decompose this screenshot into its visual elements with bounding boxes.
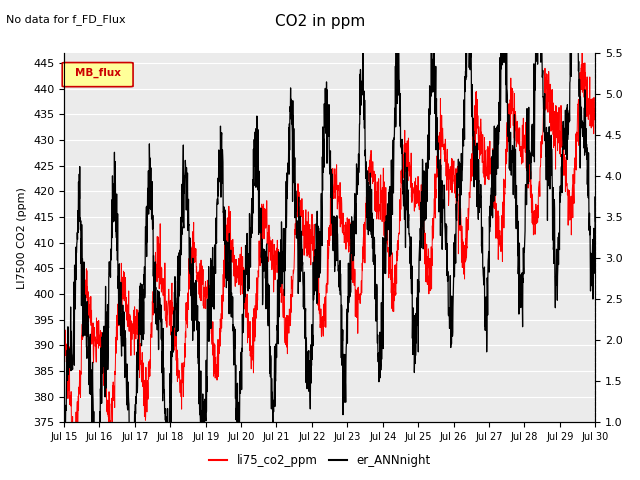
li75_co2_ppm (518, 140, 526, 146)
Line: er_ANNnight: er_ANNnight (64, 0, 630, 480)
Legend: li75_co2_ppm, er_ANNnight: li75_co2_ppm, er_ANNnight (205, 449, 435, 472)
li75_co2_ppm (60, 353, 68, 359)
Line: li75_co2_ppm: li75_co2_ppm (64, 37, 630, 462)
li75_co2_ppm (381, 238, 389, 244)
FancyBboxPatch shape (62, 62, 133, 87)
li75_co2_ppm (70, 459, 77, 465)
li75_co2_ppm (616, 34, 623, 40)
li75_co2_ppm (550, 125, 558, 131)
li75_co2_ppm (627, 84, 634, 90)
er_ANNnight (60, 456, 68, 461)
er_ANNnight (117, 279, 125, 285)
Text: No data for f_FD_Flux: No data for f_FD_Flux (6, 14, 126, 25)
li75_co2_ppm (117, 303, 125, 309)
er_ANNnight (518, 270, 526, 276)
er_ANNnight (381, 271, 389, 276)
Text: MB_flux: MB_flux (75, 68, 121, 78)
Y-axis label: LI7500 CO2 (ppm): LI7500 CO2 (ppm) (17, 187, 28, 288)
li75_co2_ppm (619, 84, 627, 90)
er_ANNnight (627, 195, 634, 201)
Y-axis label: FD Chamber-flux: FD Chamber-flux (637, 191, 640, 285)
er_ANNnight (550, 239, 558, 244)
li75_co2_ppm (239, 264, 247, 270)
Text: CO2 in ppm: CO2 in ppm (275, 14, 365, 29)
er_ANNnight (619, 150, 627, 156)
er_ANNnight (239, 327, 247, 333)
